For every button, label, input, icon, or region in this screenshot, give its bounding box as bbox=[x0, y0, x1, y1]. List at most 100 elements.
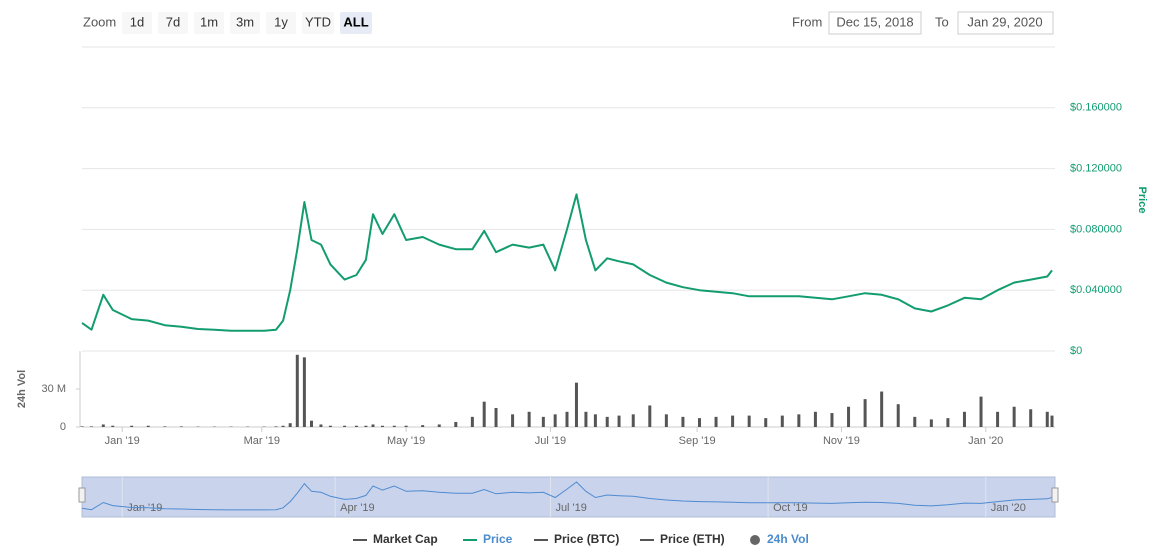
volume-bar bbox=[979, 396, 983, 427]
zoom-button[interactable] bbox=[158, 12, 188, 34]
zoom-button[interactable] bbox=[194, 12, 224, 34]
zoom-button-label[interactable]: 7d bbox=[166, 14, 180, 29]
legend-label[interactable]: Price (BTC) bbox=[554, 532, 619, 546]
x-tick-label: May '19 bbox=[387, 435, 425, 447]
volume-bar bbox=[714, 416, 718, 427]
y-tick-label: $0 bbox=[1070, 345, 1082, 357]
volume-bar bbox=[830, 413, 834, 427]
from-label: From bbox=[792, 14, 822, 29]
volume-bar bbox=[996, 411, 1000, 427]
volume-bar bbox=[328, 425, 332, 427]
from-input[interactable] bbox=[828, 11, 922, 35]
volume-bar bbox=[511, 414, 515, 427]
legend-label[interactable]: 24h Vol bbox=[767, 532, 809, 546]
y-tick-label: 30 M bbox=[42, 383, 66, 395]
volume-bar bbox=[319, 424, 323, 427]
y-tick-label: $0.160000 bbox=[1070, 102, 1122, 114]
y-tick-label: $0.080000 bbox=[1070, 223, 1122, 235]
navigator-handle[interactable] bbox=[78, 487, 86, 503]
volume-bar bbox=[179, 426, 183, 427]
zoom-button-label[interactable]: YTD bbox=[305, 14, 331, 29]
zoom-button-label[interactable]: 1d bbox=[130, 14, 144, 29]
zoom-button-label[interactable]: 1m bbox=[200, 14, 218, 29]
volume-bar bbox=[371, 424, 375, 427]
navigator-tick-label: Jul '19 bbox=[555, 502, 586, 514]
x-tick-label: Jan '20 bbox=[968, 435, 1003, 447]
volume-bar bbox=[797, 414, 801, 427]
volume-bar bbox=[813, 411, 817, 427]
navigator-tick-label: Apr '19 bbox=[340, 502, 375, 514]
y-tick-label: $0.040000 bbox=[1070, 284, 1122, 296]
volume-bar bbox=[89, 426, 93, 427]
zoom-button[interactable] bbox=[340, 12, 372, 34]
volume-bar bbox=[80, 426, 84, 427]
volume-bar bbox=[302, 357, 306, 427]
volume-bar bbox=[281, 425, 285, 427]
volume-bar bbox=[929, 419, 933, 427]
navigator-handle[interactable] bbox=[1051, 487, 1059, 503]
volume-bar bbox=[421, 425, 425, 427]
volume-bar bbox=[288, 423, 292, 427]
volume-bar bbox=[527, 411, 531, 427]
x-tick-label: Mar '19 bbox=[244, 435, 280, 447]
volume-bar bbox=[146, 425, 150, 427]
volume-bar bbox=[1029, 409, 1033, 427]
zoom-button-label[interactable]: ALL bbox=[343, 14, 368, 29]
zoom-button-label[interactable]: 1y bbox=[274, 14, 288, 29]
to-value[interactable]: Jan 29, 2020 bbox=[967, 14, 1042, 29]
volume-bar bbox=[274, 426, 278, 427]
legend-symbol[interactable] bbox=[750, 535, 760, 545]
x-tick-label: Sep '19 bbox=[679, 435, 716, 447]
volume-bar bbox=[617, 415, 621, 427]
volume-bar bbox=[648, 405, 652, 427]
volume-bar bbox=[681, 416, 685, 427]
x-tick-label: Jan '19 bbox=[105, 435, 140, 447]
volume-bar bbox=[731, 415, 735, 427]
from-value[interactable]: Dec 15, 2018 bbox=[836, 14, 913, 29]
volume-bar bbox=[764, 418, 768, 427]
volume-bar bbox=[392, 425, 396, 427]
volume-bar bbox=[437, 424, 441, 427]
zoom-button[interactable] bbox=[266, 12, 296, 34]
x-tick-label: Nov '19 bbox=[823, 435, 860, 447]
volume-bar bbox=[913, 416, 917, 427]
volume-bar bbox=[482, 401, 486, 427]
volume-bar bbox=[130, 425, 134, 427]
volume-bar bbox=[101, 424, 105, 427]
volume-bar bbox=[896, 404, 900, 427]
volume-bar bbox=[163, 426, 167, 427]
volume-bar bbox=[697, 418, 701, 427]
legend-label[interactable]: Market Cap bbox=[373, 532, 438, 546]
volume-bar bbox=[664, 414, 668, 427]
to-label: To bbox=[935, 14, 949, 29]
legend-label[interactable]: Price (ETH) bbox=[660, 532, 725, 546]
zoom-button[interactable] bbox=[122, 12, 152, 34]
volume-bar bbox=[541, 416, 545, 427]
volume-bar bbox=[404, 425, 408, 427]
zoom-button[interactable] bbox=[302, 12, 334, 34]
navigator-tick-label: Oct '19 bbox=[773, 502, 808, 514]
volume-bar bbox=[593, 414, 597, 427]
legend-label[interactable]: Price bbox=[483, 532, 513, 546]
volume-bar bbox=[565, 411, 569, 427]
volume-bar bbox=[1045, 411, 1049, 427]
volume-bar bbox=[880, 391, 884, 427]
zoom-button-label[interactable]: 3m bbox=[236, 14, 254, 29]
volume-bar bbox=[470, 416, 474, 427]
volume-bar bbox=[494, 408, 498, 427]
volume-bar bbox=[574, 382, 578, 427]
volume-bar bbox=[946, 418, 950, 427]
y-axis-title: 24h Vol bbox=[16, 370, 28, 408]
y-tick-label: 0 bbox=[60, 421, 66, 433]
volume-bar bbox=[454, 421, 458, 427]
to-input[interactable] bbox=[957, 11, 1054, 35]
price-line bbox=[81, 193, 1053, 332]
zoom-button[interactable] bbox=[230, 12, 260, 34]
volume-bar bbox=[553, 414, 557, 427]
zoom-label: Zoom bbox=[83, 14, 116, 29]
volume-bar bbox=[962, 411, 966, 427]
volume-bar bbox=[631, 414, 635, 427]
volume-bar bbox=[1012, 406, 1016, 427]
volume-bar bbox=[780, 415, 784, 427]
